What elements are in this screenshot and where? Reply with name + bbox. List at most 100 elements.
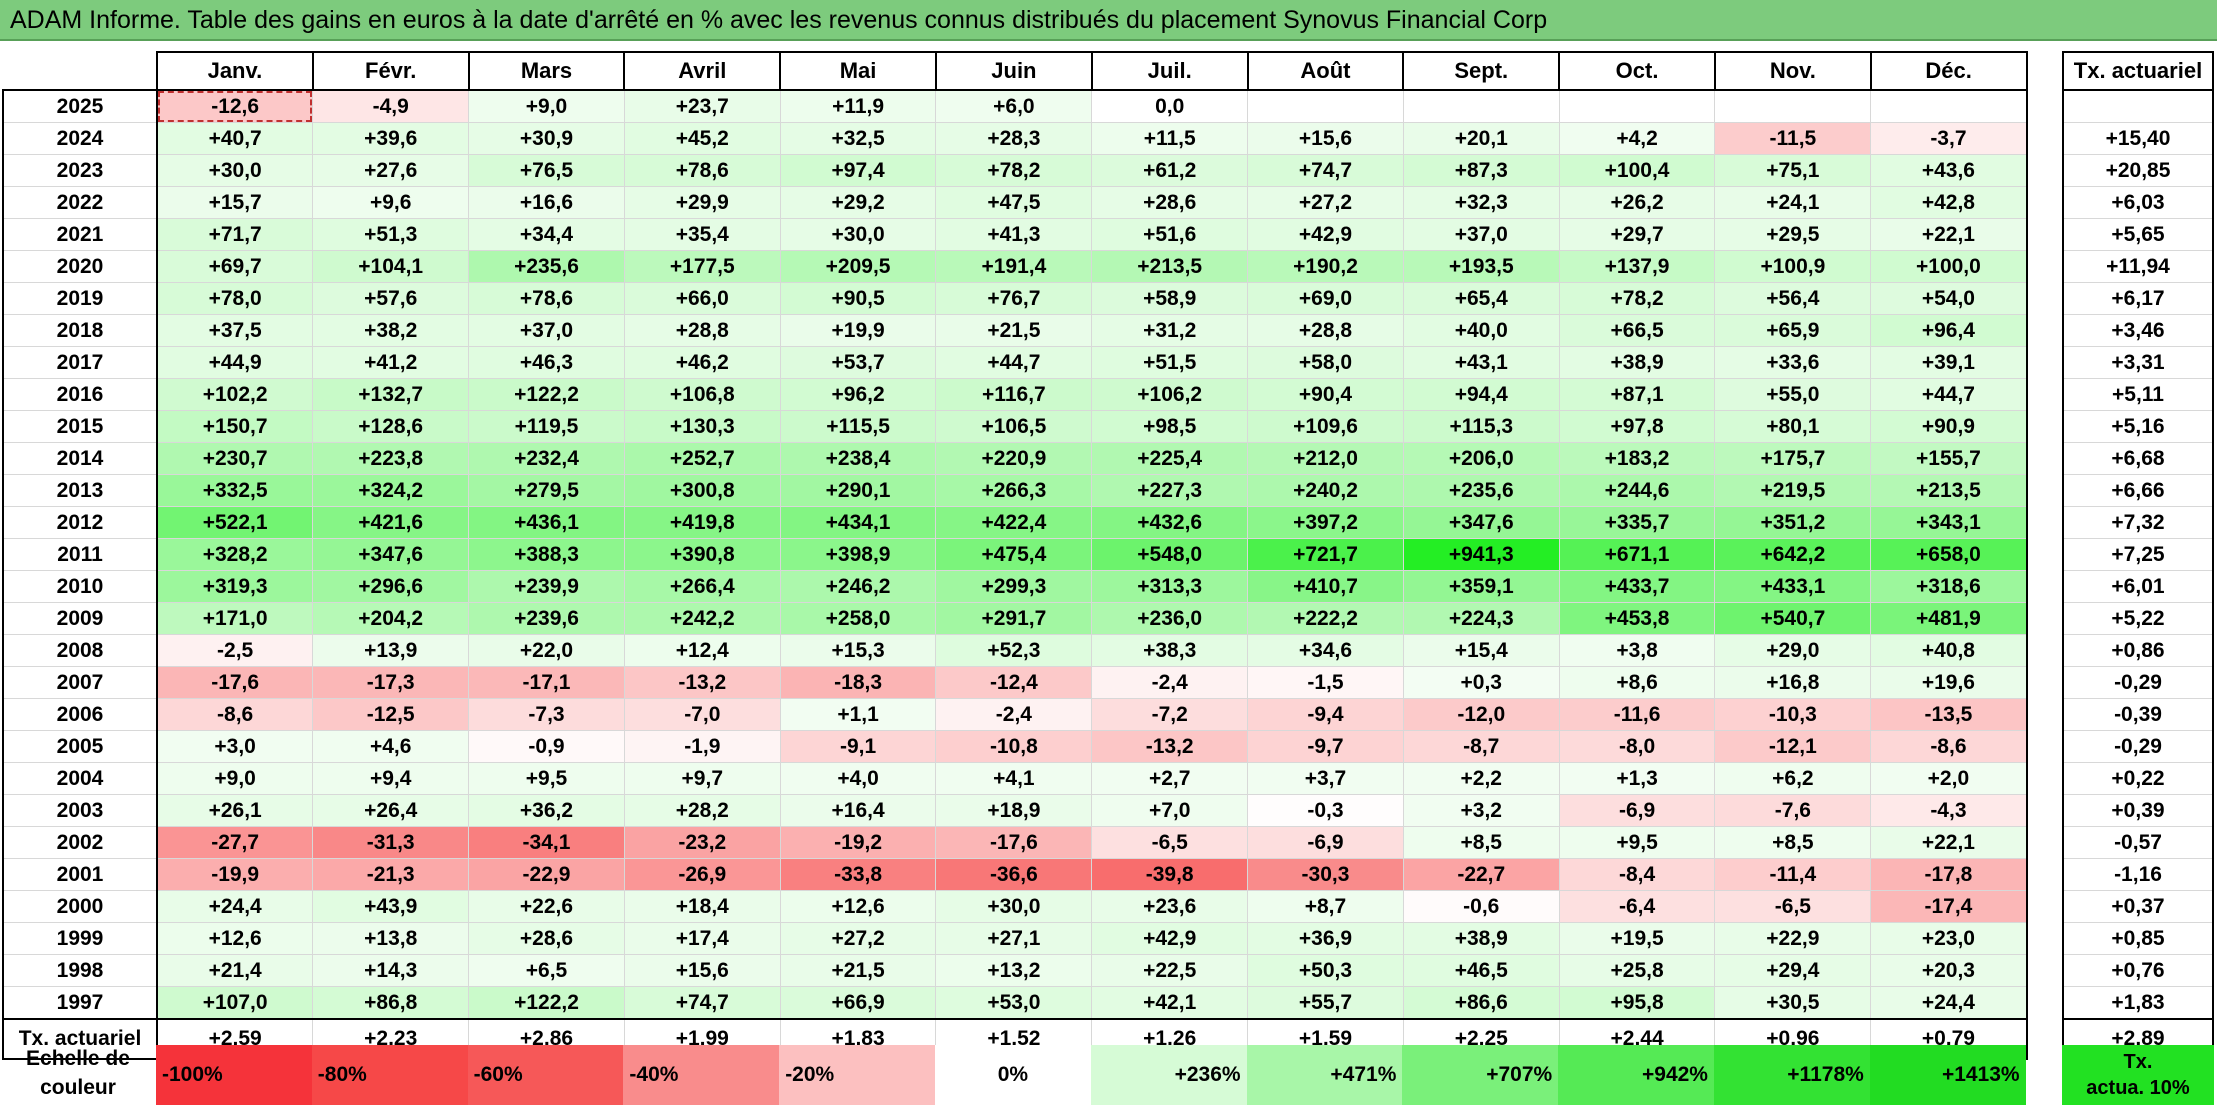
- gain-cell: +436,1: [468, 506, 625, 539]
- gain-cell: -36,6: [935, 858, 1093, 891]
- gain-cell: +3,7: [1247, 762, 1404, 795]
- gain-cell: +23,0: [1870, 922, 2028, 955]
- rate-row: +0,37: [2062, 890, 2214, 923]
- color-scale-swatch: -20%: [779, 1045, 935, 1105]
- rate-cell: +6,03: [2062, 186, 2214, 219]
- gain-cell: -6,5: [1714, 890, 1872, 923]
- rate-row: +0,22: [2062, 762, 2214, 795]
- gain-cell: +3,0: [156, 730, 314, 763]
- month-header: Juin: [934, 51, 1093, 91]
- gain-cell: +51,6: [1091, 218, 1249, 251]
- gain-cell: +318,6: [1870, 570, 2028, 603]
- gain-cell: +25,8: [1558, 954, 1716, 987]
- year-label: 2025: [2, 89, 158, 123]
- gain-cell: +4,6: [312, 730, 470, 763]
- month-header: Juil.: [1090, 51, 1249, 91]
- color-scale-swatch: -60%: [467, 1045, 624, 1105]
- gain-cell: +100,4: [1558, 154, 1716, 187]
- gain-cell: +238,4: [779, 442, 937, 475]
- gain-cell: +74,7: [1247, 154, 1404, 187]
- gain-cell: +433,1: [1714, 570, 1872, 603]
- year-label: 1997: [2, 986, 158, 1020]
- gain-cell: +212,0: [1247, 442, 1404, 475]
- gain-cell: +522,1: [156, 506, 314, 539]
- year-label: 2013: [2, 474, 158, 507]
- gain-cell: +8,5: [1402, 826, 1560, 859]
- gain-cell: +20,3: [1870, 954, 2028, 987]
- gain-cell: +28,8: [1247, 314, 1404, 347]
- color-scale-swatch: -80%: [311, 1045, 468, 1105]
- gain-cell: +475,4: [935, 538, 1093, 571]
- gain-cell: +78,6: [623, 154, 781, 187]
- gain-cell: +42,8: [1870, 186, 2028, 219]
- gain-cell: +132,7: [312, 378, 470, 411]
- rate-row: +5,11: [2062, 378, 2214, 411]
- gain-cell: +37,0: [1402, 218, 1560, 251]
- table-row: 2011 +328,2 +347,6 +388,3 +390,8 +398,9 +475,4…: [2, 538, 2028, 571]
- color-scale-swatch: +707%: [1402, 1045, 1559, 1105]
- gain-cell: +26,4: [312, 794, 470, 827]
- gain-cell: -8,0: [1558, 730, 1716, 763]
- gain-cell: +122,2: [468, 986, 625, 1020]
- gain-cell: -19,9: [156, 858, 314, 891]
- gain-cell: +109,6: [1247, 410, 1404, 443]
- rate-cell: +6,66: [2062, 474, 2214, 507]
- gain-cell: +227,3: [1091, 474, 1249, 507]
- gain-cell: +4,1: [935, 762, 1093, 795]
- gain-cell: +548,0: [1091, 538, 1249, 571]
- gain-cell: +206,0: [1402, 442, 1560, 475]
- gain-cell: +23,6: [1091, 890, 1249, 923]
- rate-cell: +3,31: [2062, 346, 2214, 379]
- gain-cell: -6,9: [1558, 794, 1716, 827]
- gain-cell: +27,2: [779, 922, 937, 955]
- gain-cell: +15,7: [156, 186, 314, 219]
- gain-cell: -7,3: [468, 698, 625, 731]
- gain-cell: +4,2: [1558, 122, 1716, 155]
- gain-cell: +171,0: [156, 602, 314, 635]
- rate-cell: +0,86: [2062, 634, 2214, 667]
- rate-cell: +7,32: [2062, 506, 2214, 539]
- gain-cell: +45,2: [623, 122, 781, 155]
- gain-cell: +30,5: [1714, 986, 1872, 1020]
- gain-cell: -34,1: [468, 826, 625, 859]
- gain-cell: +235,6: [468, 250, 625, 283]
- gain-cell: +24,4: [1870, 986, 2028, 1020]
- gain-cell: [1714, 89, 1872, 123]
- gain-cell: +90,5: [779, 282, 937, 315]
- gain-cell: +324,2: [312, 474, 470, 507]
- gain-cell: +7,0: [1091, 794, 1249, 827]
- gain-cell: +75,1: [1714, 154, 1872, 187]
- gain-cell: +422,4: [935, 506, 1093, 539]
- table-row: 1997 +107,0 +86,8 +122,2 +74,7 +66,9 +53,0 +42,…: [2, 986, 2028, 1020]
- rate-scale-swatch: Tx. actua. 10%: [2062, 1045, 2214, 1105]
- year-label: 2005: [2, 730, 158, 763]
- gain-cell: +28,8: [623, 314, 781, 347]
- gain-cell: +224,3: [1402, 602, 1560, 635]
- year-label: 2002: [2, 826, 158, 859]
- gain-cell: +69,7: [156, 250, 314, 283]
- gain-cell: +432,6: [1091, 506, 1249, 539]
- gain-cell: +434,1: [779, 506, 937, 539]
- gain-cell: +57,6: [312, 282, 470, 315]
- gain-cell: -8,4: [1558, 858, 1716, 891]
- rate-row: +6,03: [2062, 186, 2214, 219]
- gain-cell: +3,2: [1402, 794, 1560, 827]
- year-label: 2015: [2, 410, 158, 443]
- gain-cell: +204,2: [312, 602, 470, 635]
- gain-cell: +239,9: [468, 570, 625, 603]
- gain-cell: -7,0: [623, 698, 781, 731]
- gain-cell: +1,3: [1558, 762, 1716, 795]
- gain-cell: [1870, 89, 2028, 123]
- rate-cell: +20,85: [2062, 154, 2214, 187]
- gain-cell: +419,8: [623, 506, 781, 539]
- gain-cell: -17,3: [312, 666, 470, 699]
- gain-cell: +128,6: [312, 410, 470, 443]
- rate-row: +1,83: [2062, 986, 2214, 1020]
- color-scale-swatch: +1178%: [1714, 1045, 1870, 1105]
- gain-cell: +30,0: [779, 218, 937, 251]
- gain-cell: +41,3: [935, 218, 1093, 251]
- gain-cell: +40,8: [1870, 634, 2028, 667]
- gain-cell: -8,7: [1402, 730, 1560, 763]
- gain-cell: +29,4: [1714, 954, 1872, 987]
- year-label: 2022: [2, 186, 158, 219]
